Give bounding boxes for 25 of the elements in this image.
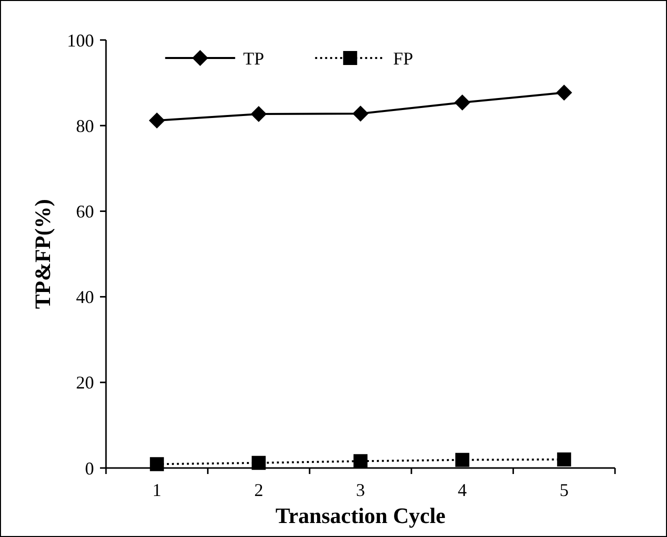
y-axis-title: TP&FP(%) xyxy=(30,199,55,309)
y-tick-label: 0 xyxy=(85,458,94,478)
x-axis-title: Transaction Cycle xyxy=(275,503,446,528)
y-tick-label: 40 xyxy=(76,287,94,308)
point xyxy=(454,94,470,110)
y-tick-label: 100 xyxy=(67,30,94,50)
point xyxy=(352,106,368,122)
y-tick-label: 80 xyxy=(76,116,94,136)
point xyxy=(252,456,266,470)
y-tick-label: 60 xyxy=(76,202,94,222)
x-tick-label: 3 xyxy=(356,480,365,500)
legend-label: FP xyxy=(393,48,414,68)
point xyxy=(250,106,267,122)
point xyxy=(150,457,164,472)
point xyxy=(556,84,572,101)
x-tick-label: 2 xyxy=(254,480,264,500)
x-tick-label: 5 xyxy=(560,480,569,500)
x-tick-label: 1 xyxy=(152,480,162,500)
x-tick-label: 4 xyxy=(458,480,467,500)
point xyxy=(557,452,572,466)
point xyxy=(455,452,470,467)
y-tick-label: 20 xyxy=(76,372,94,393)
point xyxy=(148,112,165,128)
point xyxy=(354,454,368,468)
legend-label: TP xyxy=(243,48,264,68)
